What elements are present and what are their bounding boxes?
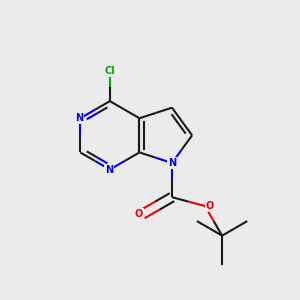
Text: O: O (206, 201, 214, 211)
Text: N: N (105, 164, 113, 175)
Text: N: N (75, 113, 83, 123)
Text: Cl: Cl (104, 66, 115, 76)
Text: N: N (168, 158, 176, 168)
Text: O: O (135, 209, 143, 219)
